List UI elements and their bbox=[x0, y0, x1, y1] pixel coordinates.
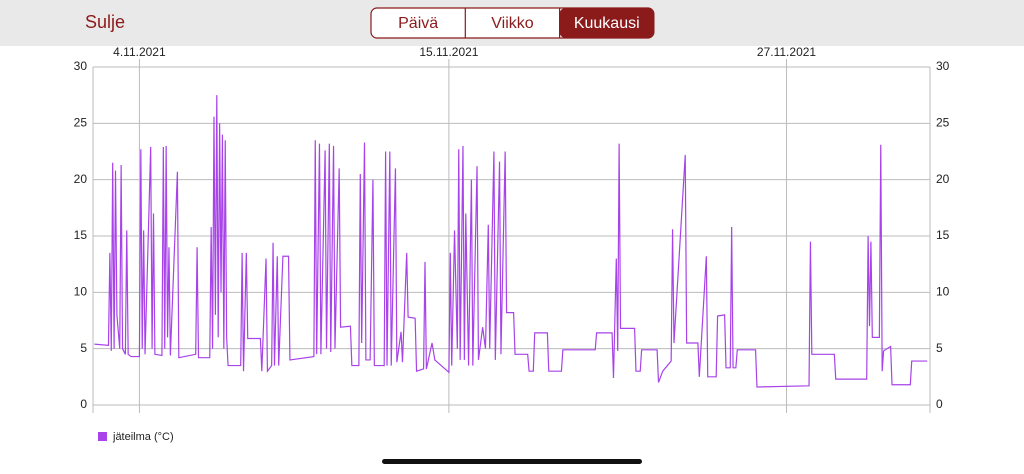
legend-swatch bbox=[98, 432, 107, 441]
segment-tab[interactable]: Viikko bbox=[491, 15, 533, 32]
y2-tick-label: 0 bbox=[936, 397, 943, 411]
home-indicator bbox=[382, 459, 642, 464]
legend-label: jäteilma (°C) bbox=[112, 431, 174, 443]
x-tick-label: 15.11.2021 bbox=[419, 45, 478, 59]
y-tick-label: 20 bbox=[74, 172, 88, 186]
segment-tab[interactable]: Kuukausi bbox=[574, 15, 640, 32]
close-button[interactable]: Sulje bbox=[85, 12, 125, 32]
y2-tick-label: 30 bbox=[936, 59, 950, 73]
y2-tick-label: 25 bbox=[936, 116, 950, 130]
y-tick-label: 5 bbox=[80, 341, 87, 355]
x-tick-label: 4.11.2021 bbox=[113, 45, 166, 59]
y2-tick-label: 5 bbox=[936, 341, 943, 355]
segment-selected bbox=[559, 8, 654, 38]
y2-tick-label: 10 bbox=[936, 285, 950, 299]
x-tick-label: 27.11.2021 bbox=[757, 45, 816, 59]
y2-tick-label: 15 bbox=[936, 228, 950, 242]
y2-tick-label: 20 bbox=[936, 172, 950, 186]
segmented-control: Päivä Viikko Kuukausi bbox=[370, 7, 655, 39]
y-tick-label: 10 bbox=[74, 285, 88, 299]
y-tick-label: 0 bbox=[80, 397, 87, 411]
y-tick-label: 30 bbox=[74, 59, 88, 73]
data-line bbox=[94, 95, 928, 388]
segment-tab[interactable]: Päivä bbox=[398, 15, 438, 32]
plot: 0 5 10 15 20 25 30 0 5 10 15 20 25 30 4.11.2021 15.11.2… bbox=[74, 45, 950, 443]
y-tick-label: 25 bbox=[74, 116, 88, 130]
y-tick-label: 15 bbox=[74, 228, 88, 242]
